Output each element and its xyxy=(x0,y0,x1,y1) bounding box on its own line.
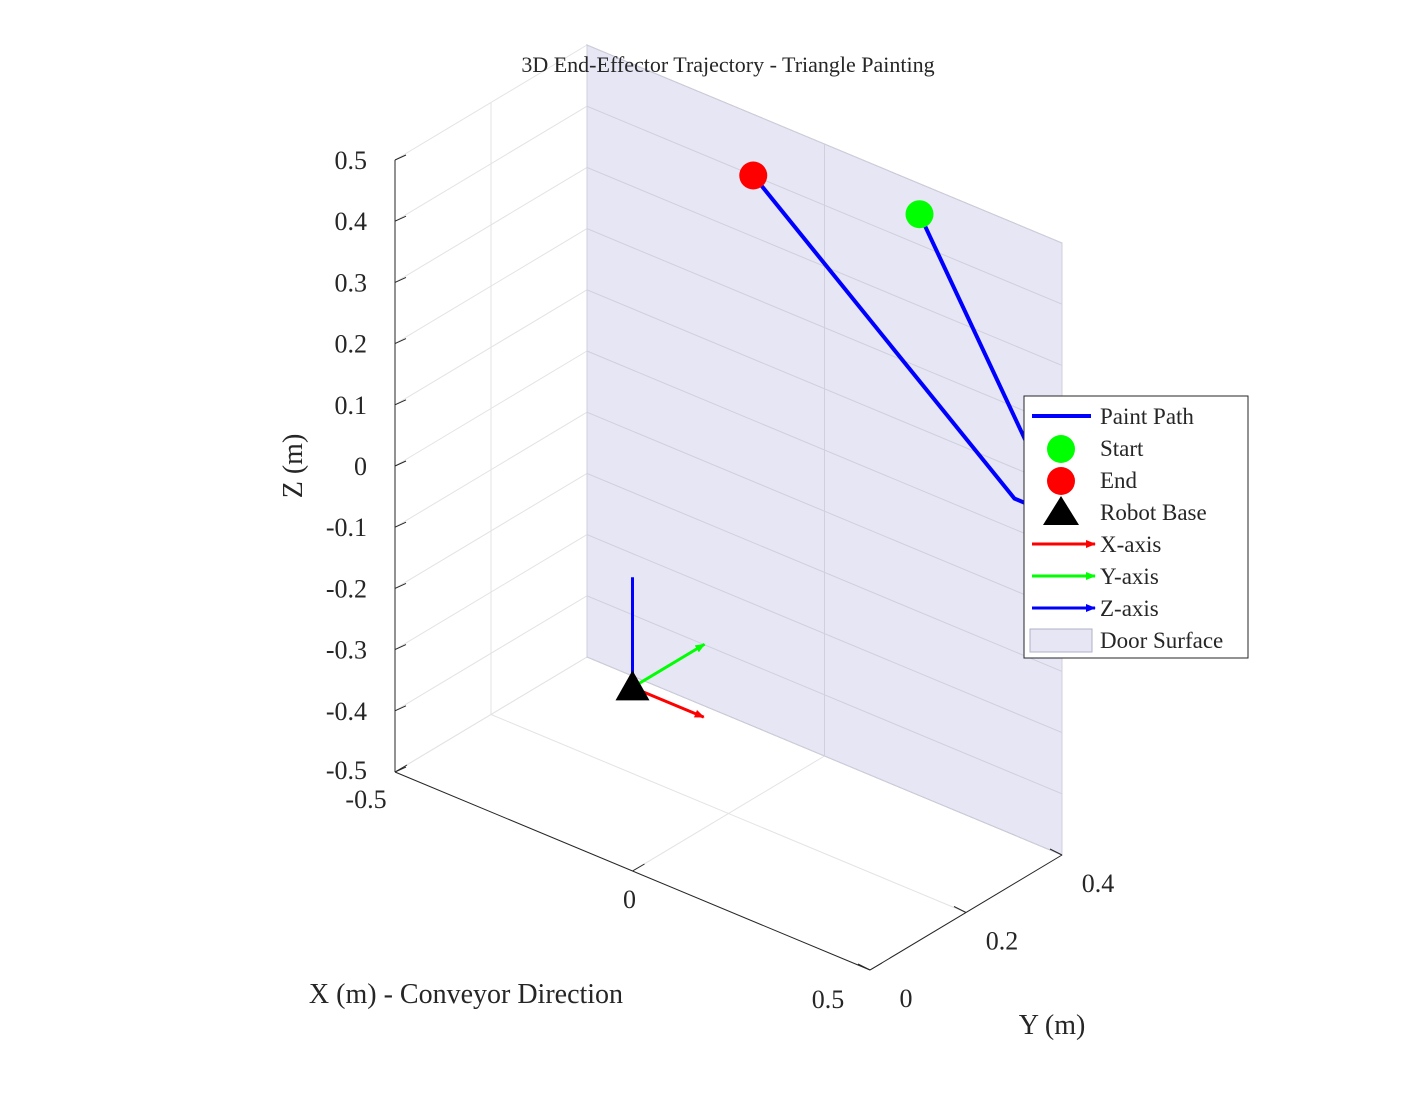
z-tick-label: -0.1 xyxy=(326,513,367,542)
z-tick xyxy=(394,705,407,712)
robot-base-marker xyxy=(615,670,650,701)
legend-label-x-axis: X-axis xyxy=(1100,532,1161,557)
z-tick-label: 0.4 xyxy=(335,207,368,236)
y-tick xyxy=(953,906,967,913)
grid-line xyxy=(394,411,588,528)
y-tick xyxy=(857,963,871,971)
y-axis-label: Y (m) xyxy=(1019,1010,1086,1041)
tick-marks: 0.5 0.4 0.3 0.2 0.1 0 -0.1 -0.2 -0.3 -0.4 -0.5-0.5… xyxy=(326,146,1114,1014)
z-tick-label: 0.2 xyxy=(335,330,368,359)
grid-line xyxy=(394,289,588,406)
z-tick xyxy=(394,276,407,283)
legend-label-door-surface: Door Surface xyxy=(1100,628,1223,653)
z-tick-label: -0.2 xyxy=(326,574,367,603)
z-tick-label: 0 xyxy=(354,452,367,481)
grid-line xyxy=(394,534,588,651)
y-tick-label: 0.4 xyxy=(1082,869,1115,898)
x-tick-label: 0.5 xyxy=(812,985,845,1014)
x-tick-label: 0 xyxy=(623,885,636,914)
z-tick xyxy=(394,338,407,345)
z-tick xyxy=(394,460,407,467)
legend-swatch-door-surface xyxy=(1029,628,1093,653)
z-tick-label: -0.5 xyxy=(326,756,367,785)
z-tick xyxy=(394,644,407,651)
start-marker xyxy=(905,200,934,229)
legend: Paint Path Start End Robot Base X-axis Y-axis… xyxy=(1023,395,1249,659)
z-axis-label: Z (m) xyxy=(278,434,309,499)
grid-line xyxy=(490,714,967,913)
z-tick xyxy=(394,582,407,589)
legend-label-end: End xyxy=(1100,468,1138,493)
grid-line xyxy=(394,44,588,161)
legend-label-robot-base: Robot Base xyxy=(1100,500,1207,525)
x-tick xyxy=(869,962,883,971)
z-tick-label: 0.5 xyxy=(335,146,368,175)
grid-line xyxy=(394,166,588,283)
legend-label-z-axis: Z-axis xyxy=(1100,596,1159,621)
legend-label-paint-path: Paint Path xyxy=(1100,404,1194,429)
grid-line xyxy=(394,105,588,222)
yaxis-arrow xyxy=(631,642,706,689)
grid-line xyxy=(394,656,588,773)
z-tick xyxy=(394,521,407,528)
z-tick-label: 0.1 xyxy=(335,391,368,420)
z-tick-label: -0.3 xyxy=(326,636,367,665)
y-tick-label: 0 xyxy=(900,984,913,1013)
legend-label-start: Start xyxy=(1100,436,1144,461)
x-tick-label: -0.5 xyxy=(345,785,386,814)
chart-title: 3D End-Effector Trajectory - Triangle Pa… xyxy=(521,52,934,77)
door-surface-layer xyxy=(586,44,1063,856)
z-tick-label: 0.3 xyxy=(335,268,368,297)
grid-line xyxy=(394,350,588,467)
z-tick xyxy=(394,154,407,161)
y-tick xyxy=(1049,848,1063,856)
y-tick-label: 0.2 xyxy=(986,927,1019,956)
legend-swatch-robot-base xyxy=(1043,496,1079,525)
x-axis-label: X (m) - Conveyor Direction xyxy=(309,979,623,1010)
legend-swatch-start xyxy=(1047,435,1075,463)
x-tick xyxy=(394,764,408,773)
x-tick xyxy=(632,863,645,872)
grid-line xyxy=(394,472,588,589)
grid-line xyxy=(394,228,588,345)
z-tick xyxy=(394,215,407,222)
legend-label-y-axis: Y-axis xyxy=(1100,564,1159,589)
end-marker xyxy=(739,161,768,190)
z-tick xyxy=(394,399,407,406)
legend-swatch-end xyxy=(1047,467,1075,495)
grid-line xyxy=(394,595,588,712)
z-tick-label: -0.4 xyxy=(326,697,367,726)
